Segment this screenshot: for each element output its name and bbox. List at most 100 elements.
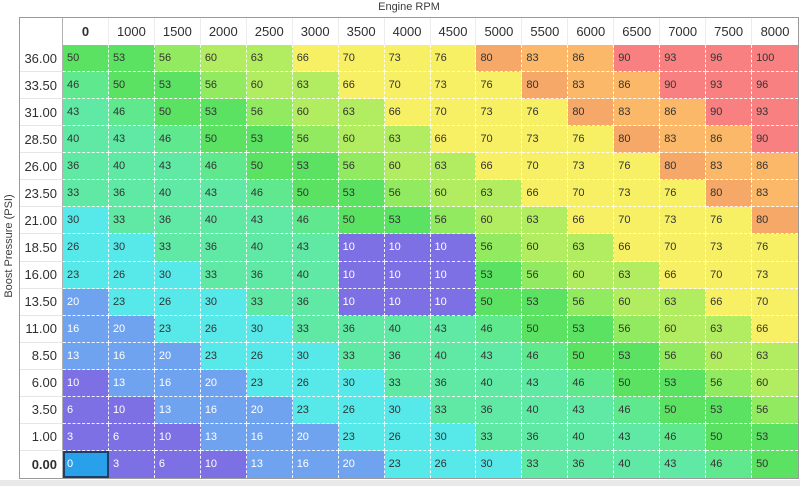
table-cell-6.00-1500[interactable]: 16 [154,369,201,397]
table-cell-16.00-2000[interactable]: 33 [200,261,247,289]
table-cell-16.00-1500[interactable]: 30 [154,261,201,289]
table-cell-11.00-3000[interactable]: 33 [292,315,339,343]
table-cell-26.00-5000[interactable]: 66 [476,153,523,181]
table-cell-26.00-5500[interactable]: 70 [522,153,569,181]
table-cell-36.00-4000[interactable]: 73 [384,45,431,73]
table-cell-1.00-4000[interactable]: 26 [384,423,431,451]
table-cell-18.50-7000[interactable]: 70 [660,234,707,262]
table-cell-26.00-6500[interactable]: 76 [614,153,661,181]
column-header-8000[interactable]: 8000 [752,18,798,45]
table-cell-11.00-4500[interactable]: 43 [430,315,477,343]
row-header-18.50[interactable]: 18.50 [20,234,63,262]
table-cell-8.50-4000[interactable]: 36 [384,342,431,370]
row-header-23.50[interactable]: 23.50 [20,180,63,208]
table-cell-11.00-4000[interactable]: 40 [384,315,431,343]
column-header-7000[interactable]: 7000 [660,18,707,45]
column-header-6500[interactable]: 6500 [614,18,661,45]
table-cell-21.00-1000[interactable]: 33 [108,207,155,235]
table-cell-6.00-4500[interactable]: 36 [430,369,477,397]
table-cell-36.00-7000[interactable]: 93 [660,45,707,73]
table-cell-13.50-3000[interactable]: 36 [292,288,339,316]
table-cell-36.00-0[interactable]: 50 [63,45,109,73]
table-cell-13.50-2000[interactable]: 30 [200,288,247,316]
table-cell-6.00-5500[interactable]: 43 [522,369,569,397]
table-cell-23.50-6000[interactable]: 70 [568,180,615,208]
table-cell-33.50-7000[interactable]: 90 [660,72,707,100]
row-header-28.50[interactable]: 28.50 [20,126,63,154]
table-cell-18.50-2000[interactable]: 36 [200,234,247,262]
table-cell-6.00-7500[interactable]: 56 [706,369,753,397]
table-cell-28.50-5500[interactable]: 73 [522,126,569,154]
table-cell-13.50-6500[interactable]: 60 [614,288,661,316]
table-cell-21.00-4500[interactable]: 56 [430,207,477,235]
table-cell-23.50-0[interactable]: 33 [63,180,109,208]
table-cell-28.50-8000[interactable]: 90 [752,126,798,154]
table-cell-28.50-6500[interactable]: 80 [614,126,661,154]
table-cell-33.50-8000[interactable]: 96 [752,72,798,100]
table-cell-3.50-1000[interactable]: 10 [108,396,155,424]
table-cell-3.50-4500[interactable]: 33 [430,396,477,424]
table-cell-0.00-4000[interactable]: 23 [384,450,431,478]
table-cell-18.50-1000[interactable]: 30 [108,234,155,262]
table-cell-3.50-7500[interactable]: 53 [706,396,753,424]
table-cell-33.50-6000[interactable]: 83 [568,72,615,100]
table-cell-11.00-2000[interactable]: 26 [200,315,247,343]
table-cell-18.50-4500[interactable]: 10 [430,234,477,262]
table-cell-13.50-8000[interactable]: 70 [752,288,798,316]
table-cell-26.00-6000[interactable]: 73 [568,153,615,181]
table-cell-18.50-3500[interactable]: 10 [338,234,385,262]
column-header-1000[interactable]: 1000 [108,18,155,45]
table-cell-23.50-2000[interactable]: 43 [200,180,247,208]
table-cell-18.50-6000[interactable]: 63 [568,234,615,262]
table-cell-33.50-4000[interactable]: 70 [384,72,431,100]
table-cell-23.50-5500[interactable]: 66 [522,180,569,208]
table-cell-31.00-2000[interactable]: 53 [200,99,247,127]
row-header-16.00[interactable]: 16.00 [20,261,63,289]
table-cell-26.00-8000[interactable]: 86 [752,153,798,181]
table-cell-1.00-4500[interactable]: 30 [430,423,477,451]
table-cell-16.00-6500[interactable]: 63 [614,261,661,289]
table-cell-36.00-3000[interactable]: 66 [292,45,339,73]
table-cell-1.00-0[interactable]: 3 [63,423,109,451]
table-cell-33.50-6500[interactable]: 86 [614,72,661,100]
row-header-33.50[interactable]: 33.50 [20,72,63,100]
table-cell-1.00-2500[interactable]: 16 [246,423,293,451]
table-cell-13.50-1500[interactable]: 26 [154,288,201,316]
table-cell-33.50-2000[interactable]: 56 [200,72,247,100]
table-cell-33.50-4500[interactable]: 73 [430,72,477,100]
table-cell-16.00-5500[interactable]: 56 [522,261,569,289]
table-cell-28.50-6000[interactable]: 76 [568,126,615,154]
table-cell-31.00-6500[interactable]: 83 [614,99,661,127]
table-cell-36.00-1500[interactable]: 56 [154,45,201,73]
table-cell-6.00-2000[interactable]: 20 [200,369,247,397]
table-cell-11.00-1500[interactable]: 23 [154,315,201,343]
table-cell-0.00-4500[interactable]: 26 [430,450,477,478]
table-cell-28.50-7000[interactable]: 83 [660,126,707,154]
table-cell-16.00-6000[interactable]: 60 [568,261,615,289]
table-cell-16.00-8000[interactable]: 73 [752,261,798,289]
table-cell-0.00-6500[interactable]: 40 [614,450,661,478]
table-cell-13.50-3500[interactable]: 10 [338,288,385,316]
table-cell-31.00-5000[interactable]: 73 [476,99,523,127]
table-cell-3.50-1500[interactable]: 13 [154,396,201,424]
table-cell-16.00-2500[interactable]: 36 [246,261,293,289]
table-cell-28.50-5000[interactable]: 70 [476,126,523,154]
table-cell-23.50-2500[interactable]: 46 [246,180,293,208]
table-cell-13.50-5500[interactable]: 53 [522,288,569,316]
table-cell-3.50-2000[interactable]: 16 [200,396,247,424]
table-cell-28.50-1000[interactable]: 43 [108,126,155,154]
column-header-2500[interactable]: 2500 [246,18,293,45]
table-cell-13.50-7500[interactable]: 66 [706,288,753,316]
table-cell-0.00-2000[interactable]: 10 [200,450,247,478]
table-cell-21.00-5000[interactable]: 60 [476,207,523,235]
column-header-6000[interactable]: 6000 [568,18,615,45]
table-cell-6.00-1000[interactable]: 13 [108,369,155,397]
table-cell-28.50-4000[interactable]: 63 [384,126,431,154]
table-cell-18.50-4000[interactable]: 10 [384,234,431,262]
table-cell-8.50-2500[interactable]: 26 [246,342,293,370]
table-cell-26.00-2500[interactable]: 50 [246,153,293,181]
column-header-3500[interactable]: 3500 [338,18,385,45]
table-cell-33.50-5500[interactable]: 80 [522,72,569,100]
row-header-11.00[interactable]: 11.00 [20,315,63,343]
table-cell-18.50-3000[interactable]: 43 [292,234,339,262]
